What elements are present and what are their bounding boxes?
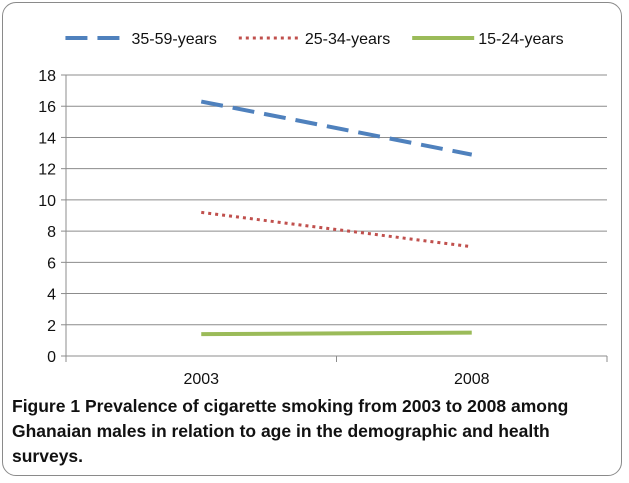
y-tick-label: 0 xyxy=(47,349,56,366)
y-tick-label: 6 xyxy=(47,255,56,272)
y-tick-label: 18 xyxy=(38,68,56,85)
caption-label: Figure 1 xyxy=(12,396,81,416)
series-line-35-59-years xyxy=(200,99,473,157)
legend-item-25-34-years: 25-34-years xyxy=(238,31,390,48)
x-tick-labels: 2003 2008 xyxy=(183,371,489,388)
line-chart: 0 2 4 6 8 10 12 14 16 18 2003 2008 35-59-years 25-3… xyxy=(38,31,608,388)
caption-text: Prevalence of cigarette smoking from 200… xyxy=(12,396,569,466)
series-line-25-34-years xyxy=(201,210,472,249)
y-tick-label: 10 xyxy=(38,193,56,210)
y-tick-label: 2 xyxy=(47,318,56,335)
y-tick-label: 12 xyxy=(38,162,56,179)
figure-frame xyxy=(2,2,622,476)
legend-label: 25-34-years xyxy=(305,31,390,48)
x-tick-label: 2003 xyxy=(183,371,219,388)
y-tick-label: 4 xyxy=(47,287,56,304)
gridlines xyxy=(66,74,607,326)
legend-label: 35-59-years xyxy=(131,31,216,48)
legend-label: 15-24-years xyxy=(478,31,563,48)
y-tick-label: 8 xyxy=(47,224,56,241)
legend: 35-59-years 25-34-years 15-24-years xyxy=(65,31,564,48)
series-line-15-24-years xyxy=(201,330,472,337)
y-tick-label: 16 xyxy=(38,99,56,116)
legend-item-15-24-years: 15-24-years xyxy=(412,31,564,48)
axes xyxy=(61,74,608,362)
series-lines xyxy=(200,99,473,337)
y-tick-label: 14 xyxy=(38,130,56,147)
x-tick-label: 2008 xyxy=(454,371,490,388)
legend-item-35-59-years: 35-59-years xyxy=(65,31,217,48)
y-tick-labels: 0 2 4 6 8 10 12 14 16 18 xyxy=(38,68,56,366)
figure-caption: Figure 1 Prevalence of cigarette smoking… xyxy=(12,394,612,469)
